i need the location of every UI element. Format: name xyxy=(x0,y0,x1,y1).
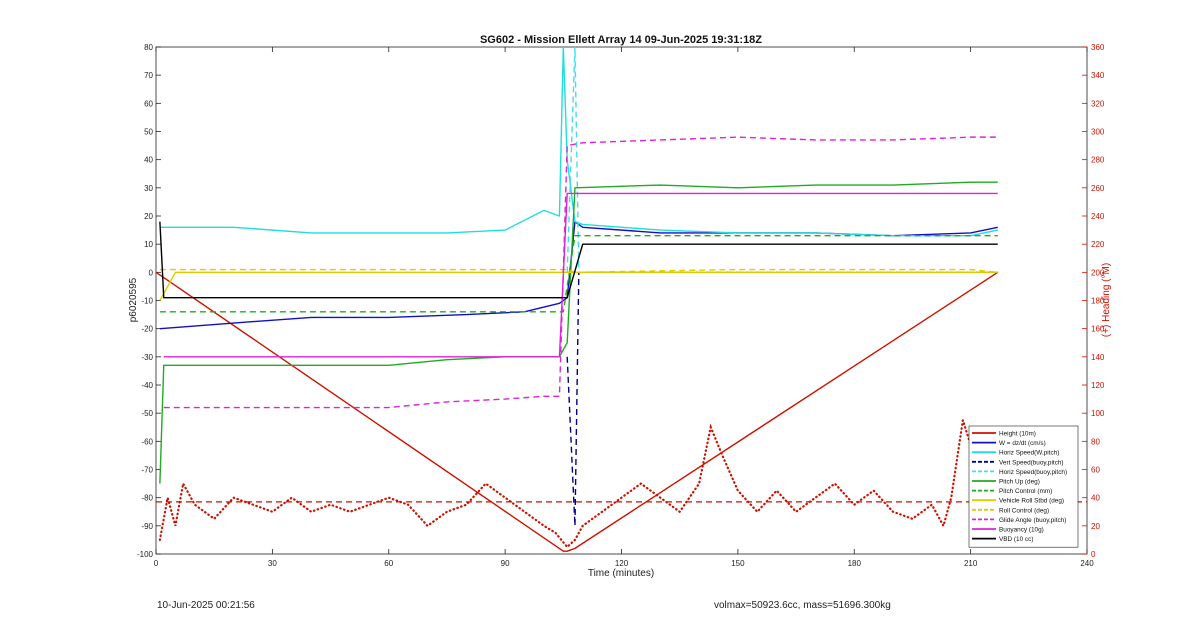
x-tick-label: 0 xyxy=(154,559,159,568)
legend-label: Height (10m) xyxy=(999,431,1036,438)
y-tick-label-left: 40 xyxy=(144,156,153,165)
y-axis-label-right: (+) Heading (°M) xyxy=(1101,263,1112,337)
series-line-8 xyxy=(159,268,998,274)
y-tick-label-right: 160 xyxy=(1091,325,1105,334)
y-tick-label-right: 120 xyxy=(1091,381,1105,390)
y-tick-label-left: 60 xyxy=(144,99,153,108)
y-tick-label-left: -30 xyxy=(141,353,153,362)
footer-timestamp: 10-Jun-2025 00:21:56 xyxy=(157,600,255,611)
y-tick-label-left: 50 xyxy=(144,128,153,137)
plot-area xyxy=(155,46,1088,555)
y-tick-label-left: 0 xyxy=(149,268,154,277)
legend-label: Pitch Up (deg) xyxy=(999,479,1040,486)
series-line-10 xyxy=(163,192,998,358)
legend-label: Roll Control (deg) xyxy=(999,507,1049,514)
x-axis-label: Time (minutes) xyxy=(588,568,654,579)
y-tick-label-right: 140 xyxy=(1091,353,1105,362)
x-tick-label: 60 xyxy=(384,559,393,568)
x-tick-label: 30 xyxy=(268,559,277,568)
footer-vol-mass: volmax=50923.6cc, mass=51696.300kg xyxy=(714,600,891,611)
y-tick-label-right: 320 xyxy=(1091,99,1105,108)
chart-legend: Height (10m) W = dz/dt (cm/s) Horiz Speed(… xyxy=(968,425,1079,548)
y-axis-label-left: p6020595 xyxy=(128,277,139,322)
legend-label: Horiz Speed(W,pitch) xyxy=(999,450,1059,457)
y-tick-label-right: 240 xyxy=(1091,212,1105,221)
legend-label: VBD (10 cc) xyxy=(999,536,1033,543)
y-tick-label-right: 20 xyxy=(1091,522,1100,531)
y-tick-label-left: 10 xyxy=(144,240,153,249)
x-tick-label: 210 xyxy=(964,559,978,568)
y-tick-label-right: 100 xyxy=(1091,409,1105,418)
axes-layer: 0 30 60 90 120 150 180 210 240-100-90-80-70-60-5… xyxy=(137,43,1105,568)
y-tick-label-left: 20 xyxy=(144,212,153,221)
legend-label: Pitch Control (mm) xyxy=(999,488,1052,495)
series-heading xyxy=(158,419,999,549)
series-line-7 xyxy=(159,271,998,301)
y-tick-label-left: -50 xyxy=(141,409,153,418)
legend-label: Horiz Speed(buoy,pitch) xyxy=(999,469,1067,476)
series-line-5 xyxy=(159,181,998,484)
x-tick-label: 180 xyxy=(848,559,862,568)
y-tick-label-left: 70 xyxy=(144,71,153,80)
legend-label: Glide Angle (buoy,pitch) xyxy=(999,517,1066,524)
y-tick-label-right: 220 xyxy=(1091,240,1105,249)
series-line-2 xyxy=(159,47,998,237)
y-tick-label-left: -10 xyxy=(141,297,153,306)
legend-label: W = dz/dt (cm/s) xyxy=(999,440,1046,447)
y-tick-label-left: -60 xyxy=(141,437,153,446)
y-tick-label-right: 300 xyxy=(1091,128,1105,137)
y-tick-label-right: 260 xyxy=(1091,184,1105,193)
y-tick-label-left: -80 xyxy=(141,494,153,503)
y-tick-label-right: 180 xyxy=(1091,297,1105,306)
series-line-11 xyxy=(159,221,998,299)
legend-label: Buoyancy (10g) xyxy=(999,527,1044,534)
chart-title: SG602 - Mission Ellett Array 14 09-Jun-2… xyxy=(480,34,762,46)
y-tick-label-right: 340 xyxy=(1091,71,1105,80)
y-tick-label-right: 40 xyxy=(1091,494,1100,503)
y-tick-label-left: -90 xyxy=(141,522,153,531)
x-tick-label: 120 xyxy=(615,559,629,568)
series-line-0 xyxy=(156,271,999,552)
series-line-6 xyxy=(159,235,998,313)
legend-box xyxy=(968,425,1079,548)
y-tick-label-left: -70 xyxy=(141,466,153,475)
y-tick-label-right: 280 xyxy=(1091,156,1105,165)
legend-label: Vert Speed(buoy,pitch) xyxy=(999,459,1064,466)
y-tick-label-right: 200 xyxy=(1091,268,1105,277)
series-layer xyxy=(156,47,1087,552)
y-tick-label-right: 80 xyxy=(1091,437,1100,446)
y-tick-label-left: 30 xyxy=(144,184,153,193)
x-tick-label: 90 xyxy=(501,559,510,568)
legend-label: Vehicle Roll Stbd (deg) xyxy=(999,498,1064,505)
y-tick-label-left: -100 xyxy=(137,550,154,559)
y-tick-label-right: 0 xyxy=(1091,550,1096,559)
y-tick-label-left: -20 xyxy=(141,325,153,334)
y-tick-label-left: 80 xyxy=(144,43,153,52)
y-tick-label-left: -40 xyxy=(141,381,153,390)
y-tick-label-right: 60 xyxy=(1091,466,1100,475)
x-tick-label: 150 xyxy=(731,559,745,568)
y-tick-label-right: 360 xyxy=(1091,43,1105,52)
x-tick-label: 240 xyxy=(1080,559,1094,568)
